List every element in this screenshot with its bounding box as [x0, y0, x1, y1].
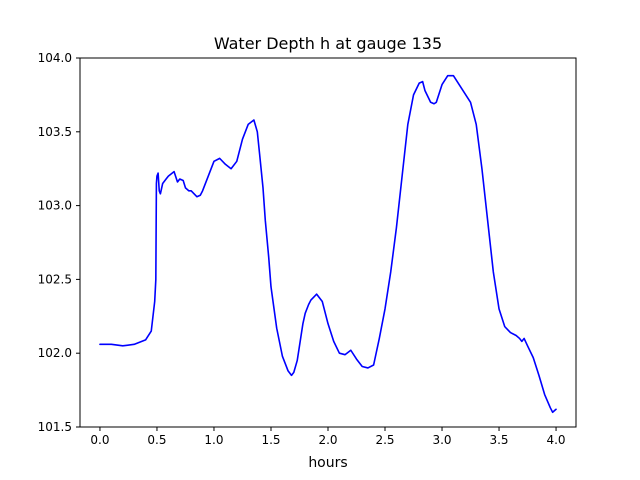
- x-tick-label: 1.0: [204, 433, 223, 447]
- x-tick-label: 3.0: [432, 433, 451, 447]
- axis-ticks: 0.0 0.5 1.0 1.5 2.0 2.5 3.0 3.5 4.0 101.5 102.0 102…: [38, 51, 566, 447]
- series-line-water-depth: [99, 74, 557, 414]
- y-tick-label: 103.0: [38, 199, 72, 213]
- x-tick-label: 3.5: [489, 433, 508, 447]
- y-tick-label: 101.5: [38, 420, 72, 434]
- y-tick-label: 102.5: [38, 272, 72, 286]
- x-axis-label: hours: [308, 455, 347, 471]
- x-tick-label: 2.0: [318, 433, 337, 447]
- x-tick-label: 0.0: [90, 433, 109, 447]
- x-tick-label: 4.0: [546, 433, 565, 447]
- plot-area-frame: [79, 57, 577, 428]
- y-tick-label: 103.5: [38, 125, 72, 139]
- x-tick-label: 2.5: [375, 433, 394, 447]
- y-tick-label: 104.0: [38, 51, 72, 65]
- x-tick-label: 1.5: [261, 433, 280, 447]
- x-tick-label: 0.5: [147, 433, 166, 447]
- y-tick-label: 102.0: [38, 346, 72, 360]
- data-series-group: [99, 74, 557, 414]
- chart-title: Water Depth h at gauge 135: [214, 34, 442, 53]
